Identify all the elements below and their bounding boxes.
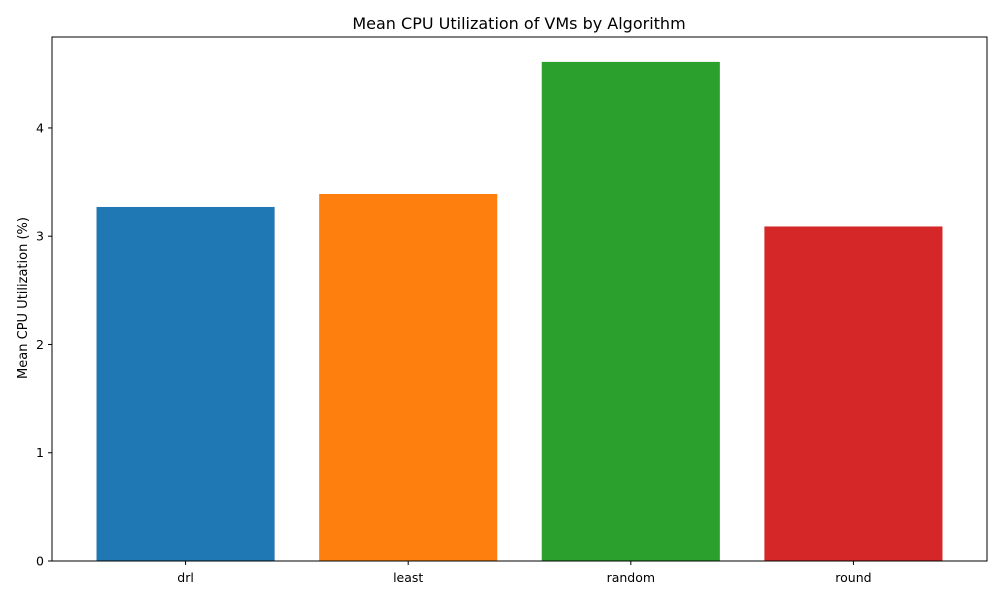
chart-title: Mean CPU Utilization of VMs by Algorithm bbox=[352, 14, 685, 33]
y-tick-label: 4 bbox=[36, 120, 44, 135]
y-axis-label: Mean CPU Utilization (%) bbox=[16, 217, 31, 379]
bar-drl bbox=[96, 206, 275, 561]
plot-frame bbox=[51, 36, 988, 562]
y-axis-ticks: 0 1 2 3 4 bbox=[36, 120, 52, 569]
x-axis-ticks: drl least random round bbox=[177, 561, 872, 585]
bar-round bbox=[764, 226, 943, 561]
x-tick-label: round bbox=[835, 570, 871, 585]
y-tick-label: 2 bbox=[36, 337, 44, 352]
x-tick-label: drl bbox=[177, 570, 194, 585]
x-tick-label: random bbox=[607, 570, 655, 585]
bar-random bbox=[541, 61, 720, 562]
bar-least bbox=[319, 193, 498, 562]
y-tick-label: 0 bbox=[36, 554, 44, 569]
bars-group bbox=[96, 61, 943, 562]
y-tick-label: 3 bbox=[36, 229, 44, 244]
x-tick-label: least bbox=[393, 570, 423, 585]
y-tick-label: 1 bbox=[36, 445, 44, 460]
